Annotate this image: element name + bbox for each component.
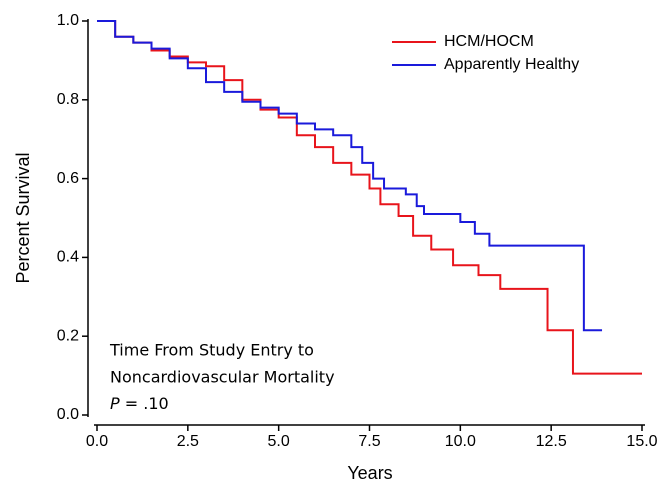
- x-tick-label: 5.0: [268, 433, 290, 450]
- annotation: P = .10: [110, 394, 169, 413]
- survival-curve: [97, 20, 642, 375]
- annotation: Time From Study Entry to: [109, 341, 314, 360]
- x-tick-label: 0.0: [86, 433, 108, 450]
- y-axis-title: Percent Survival: [13, 152, 33, 283]
- y-tick-label: 0.2: [57, 327, 79, 344]
- x-tick-label: 10.0: [445, 433, 476, 450]
- y-tick-label: 1.0: [57, 12, 79, 29]
- x-axis-title: Years: [347, 463, 392, 483]
- x-tick-label: 7.5: [358, 433, 380, 450]
- y-tick-label: 0.4: [57, 249, 79, 266]
- legend-label: Apparently Healthy: [444, 56, 579, 73]
- annotation: Noncardiovascular Mortality: [110, 368, 335, 387]
- legend-label: HCM/HOCM: [444, 33, 534, 50]
- x-tick-label: 15.0: [626, 433, 657, 450]
- survival-curve: [97, 20, 603, 332]
- y-tick-label: 0.8: [57, 91, 79, 108]
- x-tick-label: 12.5: [536, 433, 567, 450]
- p-label: P: [110, 394, 120, 413]
- p-value: = .10: [125, 394, 169, 413]
- x-tick-label: 2.5: [177, 433, 199, 450]
- y-tick-label: 0.6: [57, 170, 79, 187]
- y-tick-label: 0.0: [57, 406, 79, 423]
